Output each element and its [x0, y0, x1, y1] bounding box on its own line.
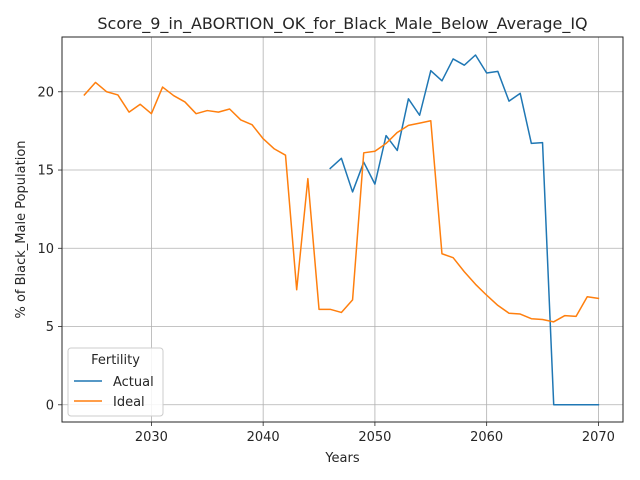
legend-label-ideal: Ideal [113, 395, 145, 410]
plot-frame [61, 36, 624, 423]
x-tick-label: 2070 [582, 430, 615, 445]
legend-label-actual: Actual [113, 375, 154, 390]
series-line-ideal [83, 81, 600, 323]
chart-title: Score_9_in_ABORTION_OK_for_Black_Male_Be… [97, 14, 587, 34]
x-tick-label: 2030 [135, 430, 168, 445]
y-axis-label: % of Black_Male Population [14, 140, 29, 318]
y-tick-label: 5 [46, 320, 54, 335]
series-layer [83, 54, 600, 406]
series-line-actual [329, 54, 600, 406]
legend-title: Fertility [91, 353, 140, 368]
y-tick-label: 20 [37, 85, 54, 100]
grid [62, 37, 623, 422]
y-tick-label: 15 [37, 164, 54, 179]
x-tick-label: 2050 [358, 430, 391, 445]
legend: Fertility Actual Ideal [67, 347, 164, 417]
y-tick-label: 10 [37, 242, 54, 257]
y-tick-label: 0 [46, 398, 54, 413]
x-tick-label: 2060 [470, 430, 503, 445]
axis-ticks: 2030 2040 2050 2060 2070 0 5 10 15 20 [37, 85, 615, 445]
x-tick-label: 2040 [247, 430, 280, 445]
x-axis-label: Years [324, 451, 360, 466]
legend-box [67, 347, 164, 417]
